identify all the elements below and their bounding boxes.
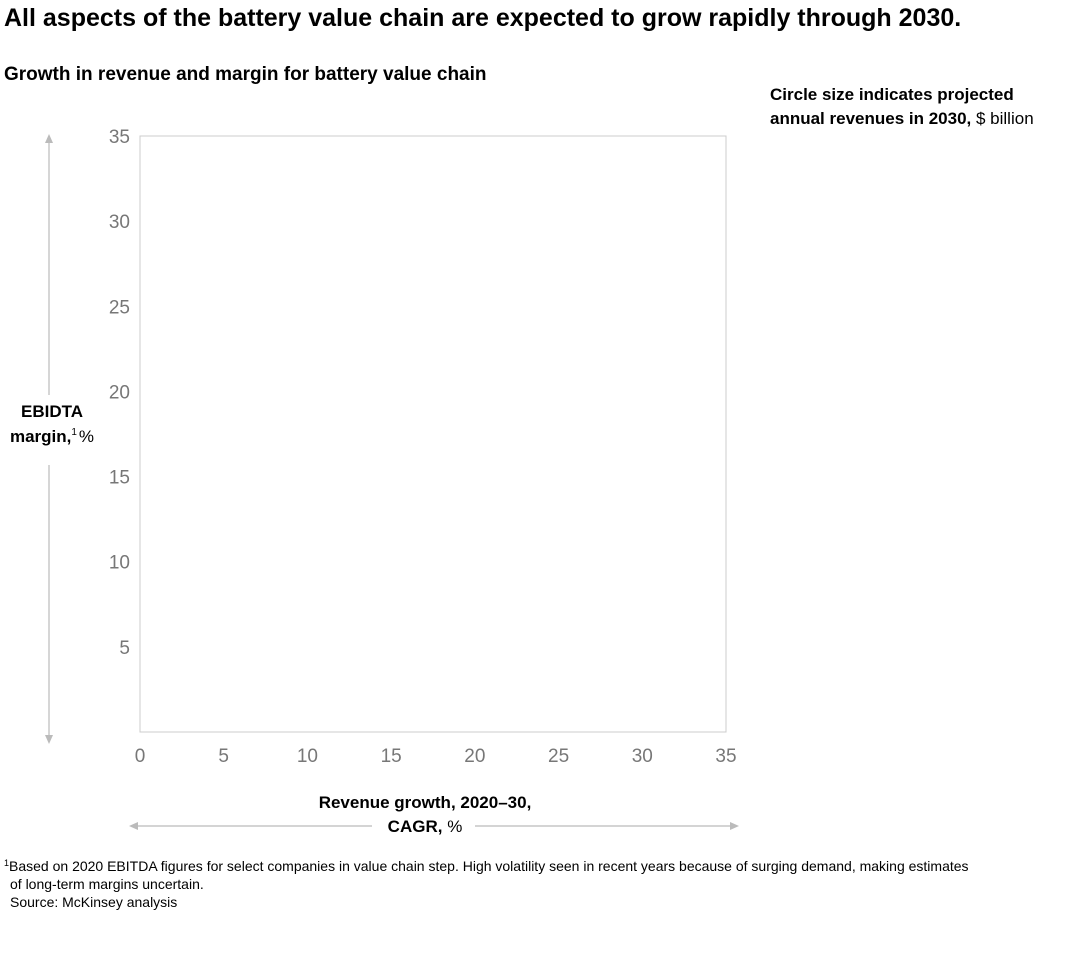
- chart-subtitle: Growth in revenue and margin for battery…: [4, 64, 487, 85]
- plot-frame: [139, 135, 727, 733]
- size-note-unit: $ billion: [976, 109, 1034, 128]
- x-axis-label: Revenue growth, 2020–30,: [319, 793, 532, 812]
- y-axis-label: margin,: [10, 427, 71, 446]
- size-note: annual revenues in 2030, $ billion: [770, 109, 1034, 128]
- footnote: 1Based on 2020 EBITDA figures for select…: [4, 858, 969, 874]
- x-tick-label: 15: [381, 746, 402, 767]
- x-axis-unit: %: [447, 817, 462, 836]
- x-tick-label: 5: [218, 746, 229, 767]
- source: Source: McKinsey analysis: [10, 894, 177, 910]
- y-tick-label: 5: [119, 638, 130, 659]
- x-tick-label: 35: [715, 746, 736, 767]
- y-tick-label: 20: [109, 382, 130, 403]
- y-tick-label: 35: [109, 127, 130, 148]
- x-axis-label: CAGR, %: [388, 817, 463, 836]
- chart-title: All aspects of the battery value chain a…: [4, 4, 961, 32]
- footnote-mark: 1: [4, 858, 9, 868]
- y-tick-label: 15: [109, 468, 130, 489]
- x-tick-label: 30: [632, 746, 653, 767]
- x-tick-label: 0: [135, 746, 146, 767]
- size-note: annual revenues in 2030,: [770, 109, 971, 128]
- x-axis-label: CAGR,: [388, 817, 443, 836]
- y-axis-unit: %: [79, 427, 94, 446]
- x-tick-label: 10: [297, 746, 318, 767]
- y-tick-label: 30: [109, 212, 130, 233]
- y-tick-label: 25: [109, 297, 130, 318]
- y-tick-label: 10: [109, 553, 130, 574]
- footnote: Based on 2020 EBITDA figures for select …: [9, 858, 969, 874]
- footnote-mark: 1: [71, 427, 77, 438]
- x-tick-label: 25: [548, 746, 569, 767]
- size-note: Circle size indicates projected: [770, 85, 1014, 104]
- x-tick-label: 20: [464, 746, 485, 767]
- y-axis-label: margin,1%: [10, 427, 94, 446]
- footnote: of long-term margins uncertain.: [10, 876, 204, 892]
- y-axis-label: EBIDTA: [21, 402, 83, 421]
